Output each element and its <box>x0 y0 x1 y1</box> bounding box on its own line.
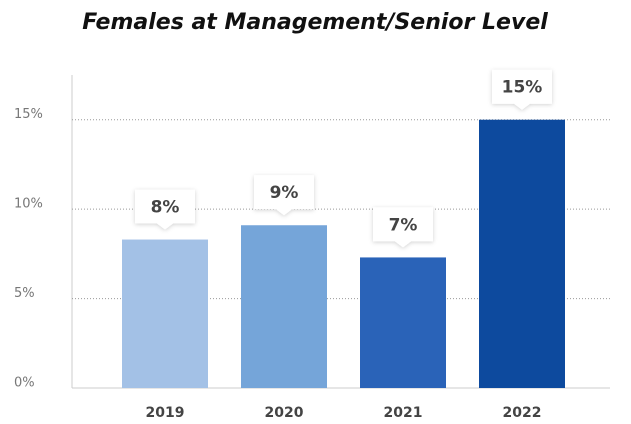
chart-title: Females at Management/Senior Level <box>82 10 548 35</box>
x-tick-label: 2021 <box>384 405 423 421</box>
x-tick-label: 2019 <box>146 405 185 421</box>
label-callout <box>373 207 433 248</box>
data-label: 8% <box>151 198 180 218</box>
bar <box>479 119 565 388</box>
data-label: 15% <box>502 78 543 98</box>
bar <box>122 239 208 388</box>
label-callout <box>492 69 552 110</box>
x-tick-label: 2022 <box>503 405 542 421</box>
data-label: 7% <box>389 215 418 235</box>
data-label: 9% <box>270 183 299 203</box>
label-callout <box>135 189 195 230</box>
y-tick-label: 10% <box>14 197 43 212</box>
bar <box>360 257 446 388</box>
y-tick-label: 5% <box>14 286 35 301</box>
y-tick-label: 15% <box>14 107 43 122</box>
x-tick-label: 2020 <box>265 405 304 421</box>
label-callout <box>254 175 314 216</box>
bar <box>241 225 327 388</box>
y-tick-label: 0% <box>14 376 35 391</box>
